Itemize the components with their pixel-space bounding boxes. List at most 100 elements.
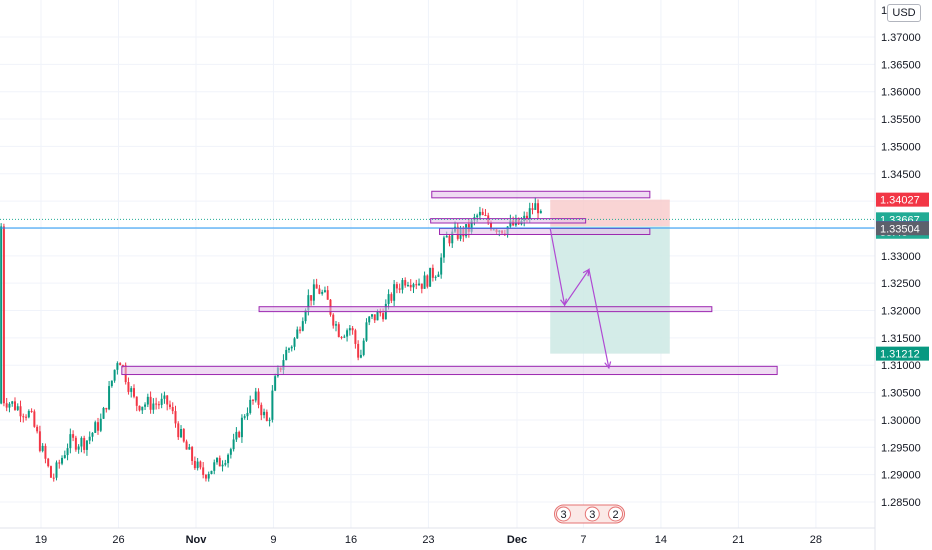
candle-body <box>47 458 50 467</box>
candle-body <box>177 423 180 438</box>
candle-body <box>362 340 365 355</box>
candle-body <box>2 226 5 404</box>
price-axis[interactable]: 1.28500 1.29000 1.29500 1.30000 1.30500 1.310… <box>881 5 921 509</box>
candle-body <box>251 399 254 401</box>
candle-body <box>168 404 171 408</box>
arrow-head <box>560 298 568 307</box>
candle-body <box>22 416 25 418</box>
price-tick-label: 1.29000 <box>881 470 921 482</box>
price-tick-label: 1.36500 <box>881 59 921 71</box>
candle-body <box>257 391 260 405</box>
candle-body <box>448 235 451 244</box>
candle-body <box>484 215 487 217</box>
candle-body <box>537 203 540 214</box>
candle-body <box>265 411 268 421</box>
candle-body <box>44 445 47 459</box>
candle-body <box>235 431 238 440</box>
candle-body <box>437 274 440 277</box>
candle-body <box>224 463 227 465</box>
candle-body <box>174 411 177 424</box>
candle-body <box>171 407 174 412</box>
candle-body <box>99 418 102 431</box>
candle-body <box>451 231 454 244</box>
candle-body <box>85 440 88 450</box>
candle-body <box>19 406 22 417</box>
candle-body <box>185 441 188 450</box>
candle-body <box>30 410 33 412</box>
candle-body <box>163 395 166 399</box>
candle-body <box>113 369 116 381</box>
candle-body <box>332 314 335 326</box>
candle-body <box>287 348 290 350</box>
time-axis[interactable]: 19 26 Nov 9 16 23 Dec 7 14 21 28 <box>35 534 822 546</box>
candle-body <box>323 290 326 292</box>
price-tick-label: 1.35000 <box>881 141 921 153</box>
candle-body <box>127 382 130 392</box>
price-label-box <box>876 346 929 361</box>
price-label-text: 1.33504 <box>880 223 920 235</box>
event-marker <box>584 506 600 522</box>
candle-body <box>434 276 437 278</box>
candle-body <box>429 267 432 287</box>
time-tick-label: Dec <box>507 534 527 546</box>
candle-body <box>52 477 55 479</box>
candle-body <box>285 349 288 361</box>
event-marker-label: 3 <box>589 509 595 521</box>
time-tick-label: 28 <box>810 534 822 546</box>
candle-body <box>346 330 349 337</box>
candle-body <box>299 329 302 331</box>
candle-body <box>80 437 83 447</box>
event-marker-label: 3 <box>560 509 566 521</box>
candle-body <box>135 396 138 406</box>
candle-body <box>0 226 3 404</box>
candle-body <box>412 284 415 288</box>
projection-arrows[interactable] <box>549 228 612 370</box>
candle-body <box>307 295 310 311</box>
candle-body <box>481 211 484 216</box>
candle-body <box>296 329 299 339</box>
price-tick-label: 1.32000 <box>881 306 921 318</box>
candle-body <box>36 426 39 432</box>
event-markers[interactable]: 3 3 2 <box>554 504 626 524</box>
candle-body <box>249 399 252 413</box>
candle-body <box>390 294 393 301</box>
candle-body <box>304 310 307 322</box>
currency-selector[interactable]: USD <box>887 4 921 22</box>
price-zone <box>431 190 651 199</box>
price-label-box <box>876 192 929 207</box>
candle-body <box>398 288 401 290</box>
candle-body <box>138 405 141 411</box>
price-tick-label: 1.33000 <box>881 251 921 263</box>
candle-body <box>149 396 152 410</box>
time-tick-label: 7 <box>580 534 586 546</box>
candle-body <box>193 460 196 469</box>
candle-body <box>525 215 528 219</box>
candle-body <box>121 365 124 367</box>
candle-body <box>274 376 277 391</box>
candle-body <box>160 398 163 405</box>
candle-body <box>152 403 155 410</box>
candle-body <box>440 257 443 275</box>
candle-body <box>315 284 318 289</box>
candle-body <box>368 316 371 323</box>
price-tick-label: 1.29500 <box>881 442 921 454</box>
candle-body <box>232 439 235 450</box>
candle-body <box>310 295 313 301</box>
candle-body <box>202 467 205 475</box>
candle-body <box>268 419 271 421</box>
candle-body <box>33 411 36 427</box>
candle-body <box>534 203 537 210</box>
candle-body <box>108 386 111 410</box>
candle-body <box>188 447 191 450</box>
candle-body <box>478 211 481 216</box>
candle-body <box>476 215 479 218</box>
candle-body <box>132 388 135 397</box>
candle-body <box>426 275 429 287</box>
short-position-tool[interactable] <box>550 199 670 354</box>
candle-body <box>72 434 75 438</box>
candle-body <box>409 284 412 288</box>
take-profit-zone <box>550 226 670 354</box>
candle-body <box>348 328 351 331</box>
candle-body <box>337 324 340 337</box>
